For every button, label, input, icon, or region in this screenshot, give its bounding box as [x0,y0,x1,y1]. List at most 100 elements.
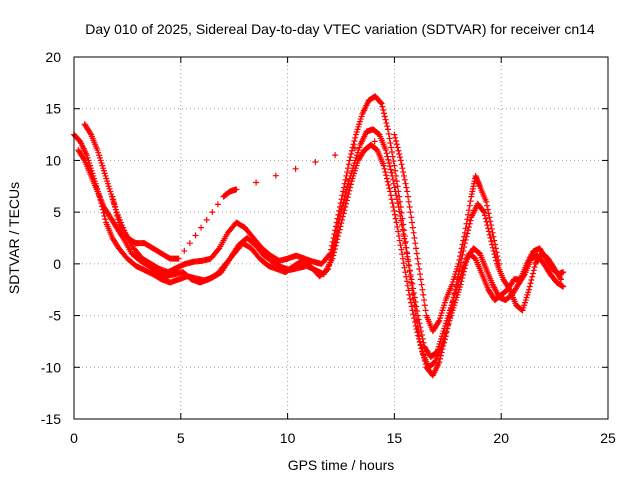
y-axis-label: SDTVAR / TECUs [6,182,22,294]
data-point [344,169,351,176]
data-point [402,244,409,251]
data-point [408,214,415,221]
data-point [436,359,443,366]
data-point [415,260,422,267]
data-point [397,213,404,220]
data-point [390,176,397,183]
data-point [492,241,499,248]
data-point [483,198,490,205]
data-point [441,336,448,343]
data-point [399,251,406,258]
data-point [399,165,406,172]
x-axis-label: GPS time / hours [288,457,395,473]
data-point [485,225,492,232]
data-point [403,278,410,285]
data-point [417,271,424,278]
data-point [407,271,414,278]
data-point [335,220,342,227]
data-point [422,361,429,368]
data-point [405,193,412,200]
data-point [463,220,470,227]
data-point [420,291,427,298]
data-point [390,203,397,210]
data-point [382,116,389,123]
data-point [110,196,117,203]
data-point [466,202,473,209]
data-point [458,245,465,252]
x-tick-label: 20 [493,430,509,446]
data-point [393,192,400,199]
data-point [102,216,109,223]
data-point [419,348,426,355]
data-point [325,266,332,273]
data-point [175,255,182,262]
data-point [387,139,394,146]
data-point [350,141,357,148]
data-point [461,229,468,236]
data-point [400,169,407,176]
data-point [408,276,415,283]
data-point [492,245,499,252]
data-point [396,150,403,157]
data-point [401,264,408,271]
y-tick-label: -15 [41,411,61,427]
data-point [489,244,496,251]
data-point [393,141,400,148]
data-point [409,219,416,226]
data-point [380,162,387,169]
data-point [381,165,388,172]
data-point [338,220,345,227]
data-point [418,328,425,335]
data-point [395,147,402,154]
data-point [529,270,536,277]
data-point [384,123,391,130]
data-point [333,232,340,239]
data-point [338,205,345,212]
data-point [395,228,402,235]
data-point [490,233,497,240]
data-point [392,215,399,222]
data-point [80,156,87,163]
data-point [383,175,390,182]
data-point [410,311,417,318]
data-point [410,285,417,292]
data-point [203,216,210,223]
data-point [394,200,401,207]
data-point [560,269,567,276]
data-point [413,245,420,252]
data-point [558,276,565,283]
y-tick-label: 15 [45,101,61,117]
data-point [387,192,394,199]
data-point [410,289,417,296]
data-point [394,183,401,190]
data-point [414,255,421,262]
data-point [437,355,444,362]
data-point [342,203,349,210]
data-point [337,213,344,220]
data-point [114,213,121,220]
data-point [379,103,386,110]
data-point [406,262,413,269]
data-point [417,324,424,331]
data-point [394,196,401,203]
data-point [460,237,467,244]
data-point [411,235,418,241]
data-point [401,235,408,242]
data-point [342,189,349,196]
data-point [391,184,398,191]
chart-title: Day 010 of 2025, Sidereal Day-to-day VTE… [85,21,595,37]
data-point [530,267,537,274]
data-point [340,188,347,195]
data-point [411,294,418,301]
data-point [339,202,346,209]
data-point [388,144,395,151]
data-point [87,130,94,137]
data-point [385,156,392,163]
data-point [409,280,416,287]
data-point [414,312,421,319]
data-point [399,255,406,262]
data-point [386,160,393,167]
data-point [413,250,420,257]
data-point [465,207,472,214]
